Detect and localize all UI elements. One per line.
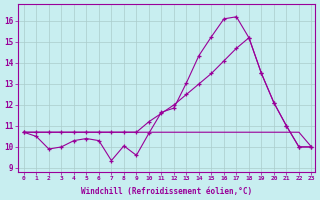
X-axis label: Windchill (Refroidissement éolien,°C): Windchill (Refroidissement éolien,°C): [81, 187, 252, 196]
